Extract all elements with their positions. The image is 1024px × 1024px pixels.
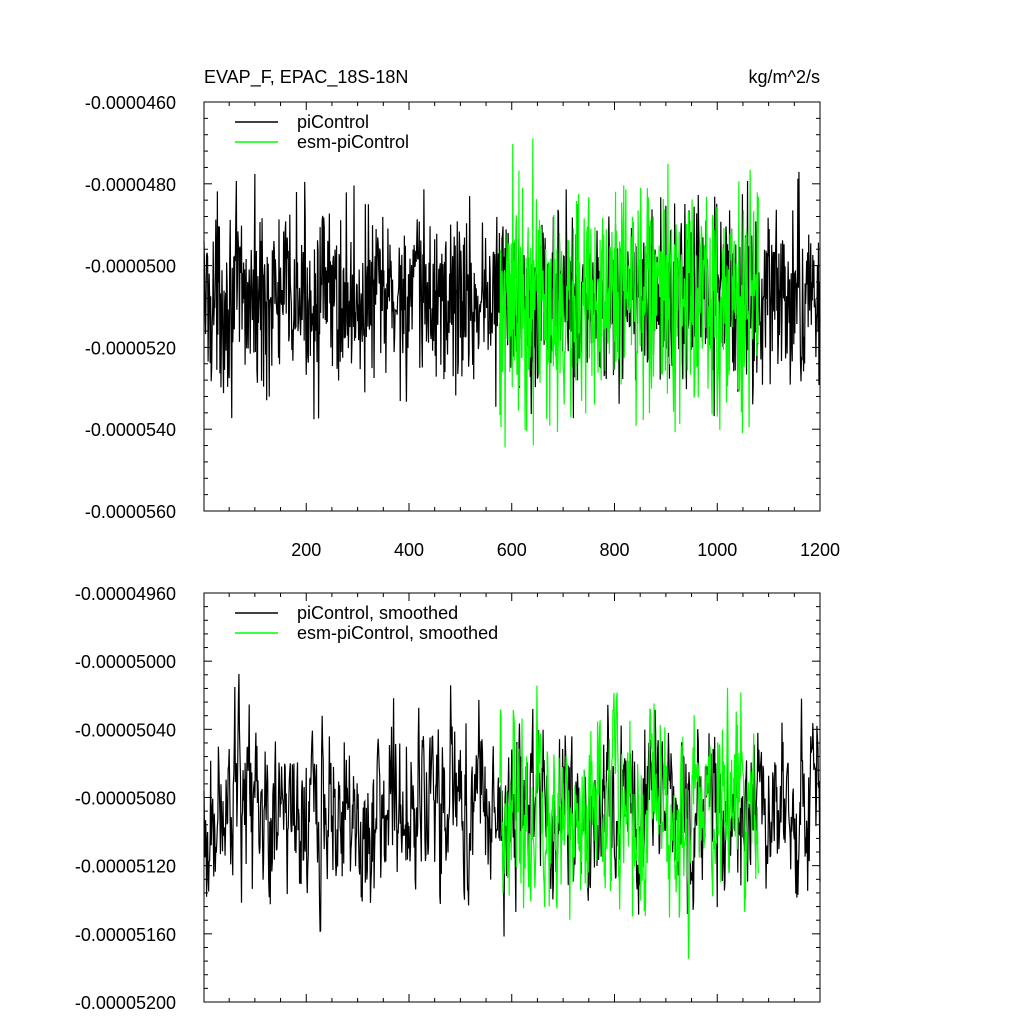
- y-tick-label: -0.00005200: [75, 993, 176, 1013]
- y-tick-label: -0.0000540: [85, 420, 176, 440]
- y-tick-label: -0.00005120: [75, 857, 176, 877]
- series-line-picontrol: [203, 673, 821, 937]
- axes: -0.0000460 -0.0000480 -0.0000500 -0.0000520…: [85, 93, 840, 560]
- y-tick-label: -0.0000520: [85, 338, 176, 358]
- x-tick-label: 1000: [697, 540, 737, 560]
- y-tick-label: -0.0000480: [85, 175, 176, 195]
- series-line-esm-picontrol: [498, 685, 759, 959]
- y-tick-label: -0.00005080: [75, 789, 176, 809]
- y-tick-label: -0.0000460: [85, 93, 176, 113]
- plot-area: [203, 138, 821, 448]
- x-tick-label: 1200: [800, 540, 840, 560]
- x-tick-label: 600: [497, 540, 527, 560]
- y-tick-label: -0.0000560: [85, 502, 176, 522]
- y-tick-label: -0.00005000: [75, 652, 176, 672]
- evaporation-time-series-panel: EVAP_F, EPAC_18S-18N kg/m^2/s -0.0000460…: [85, 67, 840, 560]
- x-tick-label: 400: [394, 540, 424, 560]
- legend-label: esm-piControl, smoothed: [297, 623, 498, 643]
- x-tick-label: 200: [291, 540, 321, 560]
- axes-smoothed: -0.00004960 -0.00005000 -0.00005040 -0.0000…: [75, 584, 821, 1013]
- y-tick-label: -0.00005040: [75, 720, 176, 740]
- x-tick-label: 800: [599, 540, 629, 560]
- y-tick-label: -0.00004960: [75, 584, 176, 604]
- units-label: kg/m^2/s: [749, 67, 820, 87]
- chart-title: EVAP_F, EPAC_18S-18N: [204, 67, 408, 88]
- series-line-esm-picontrol: [498, 138, 759, 448]
- y-tick-label: -0.0000500: [85, 257, 176, 277]
- plot-area-smoothed: [203, 673, 821, 959]
- smoothed-time-series-panel: -0.00004960 -0.00005000 -0.00005040 -0.0000…: [75, 584, 821, 1013]
- y-tick-label: -0.00005160: [75, 925, 176, 945]
- legend-label: piControl, smoothed: [297, 603, 458, 623]
- legend-label: piControl: [297, 112, 369, 132]
- legend-label: esm-piControl: [297, 132, 409, 152]
